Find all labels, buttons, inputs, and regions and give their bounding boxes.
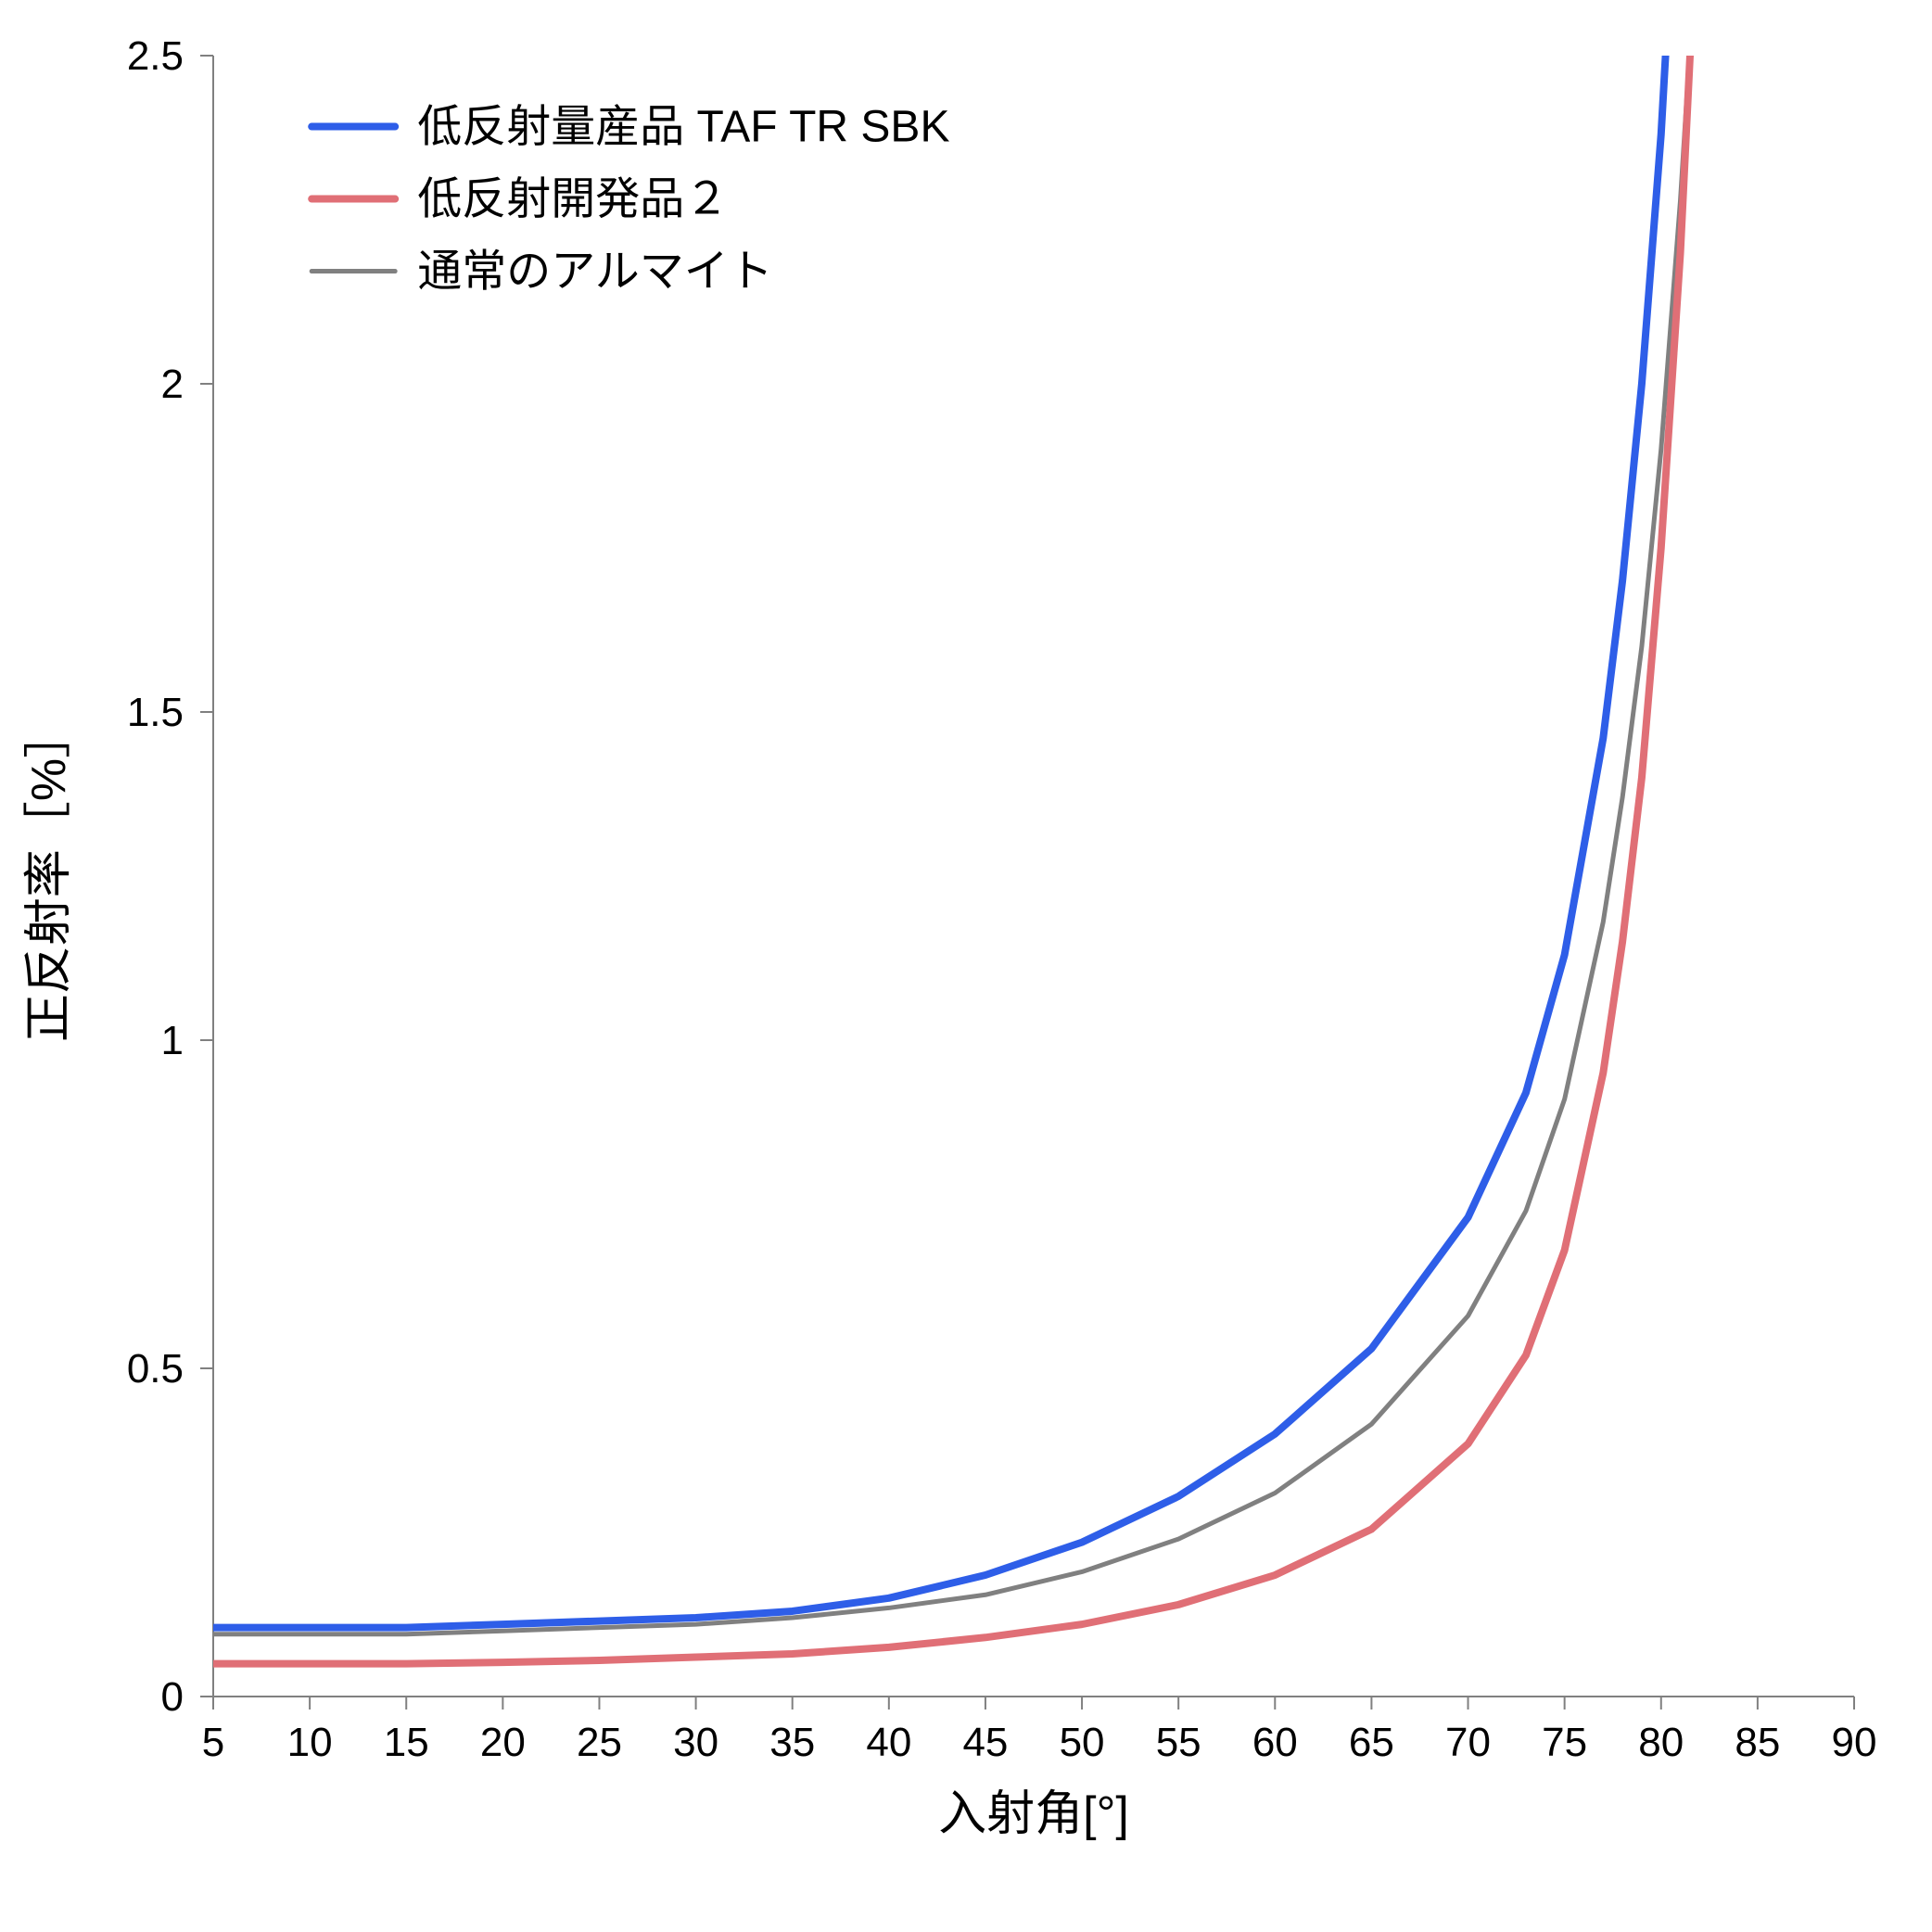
y-tick-label: 2.5 [127, 33, 184, 79]
y-tick-label: 0.5 [127, 1346, 184, 1392]
legend-label: 低反射量産品 TAF TR SBK [417, 103, 949, 152]
x-tick-label: 55 [1156, 1720, 1201, 1765]
line-chart: 5 10 15 20 25 30 35 40 45 50 55 60 65 70 75 80 85 90 0 0.5 1… [0, 0, 1932, 1932]
y-tick-label: 1.5 [127, 690, 184, 735]
y-tick-label: 1 [161, 1018, 184, 1063]
x-tick-label: 15 [384, 1720, 429, 1765]
x-tick-label: 85 [1735, 1720, 1780, 1765]
x-tick-label: 20 [480, 1720, 526, 1765]
x-tick-label: 75 [1542, 1720, 1587, 1765]
x-axis-title: 入射角[°] [938, 1787, 1129, 1841]
x-tick-label: 35 [769, 1720, 815, 1765]
legend-label: 低反射開発品２ [417, 175, 729, 224]
x-tick-label: 70 [1445, 1720, 1491, 1765]
legend-label: 通常のアルマイト [417, 248, 773, 297]
x-tick-label: 50 [1060, 1720, 1105, 1765]
x-tick-label: 45 [962, 1720, 1008, 1765]
y-tick-label: 2 [161, 362, 184, 407]
x-tick-label: 5 [202, 1720, 224, 1765]
x-tick-label: 25 [577, 1720, 622, 1765]
x-tick-label: 30 [673, 1720, 718, 1765]
y-axis-title: 正反射率［%］ [22, 710, 76, 1042]
y-tick-label: 0 [161, 1674, 184, 1720]
x-tick-label: 60 [1252, 1720, 1298, 1765]
chart-container: 5 10 15 20 25 30 35 40 45 50 55 60 65 70 75 80 85 90 0 0.5 1… [0, 0, 1932, 1932]
x-tick-label: 40 [866, 1720, 911, 1765]
x-tick-label: 80 [1638, 1720, 1684, 1765]
x-tick-label: 65 [1349, 1720, 1394, 1765]
x-tick-label: 90 [1832, 1720, 1877, 1765]
x-tick-label: 10 [287, 1720, 333, 1765]
